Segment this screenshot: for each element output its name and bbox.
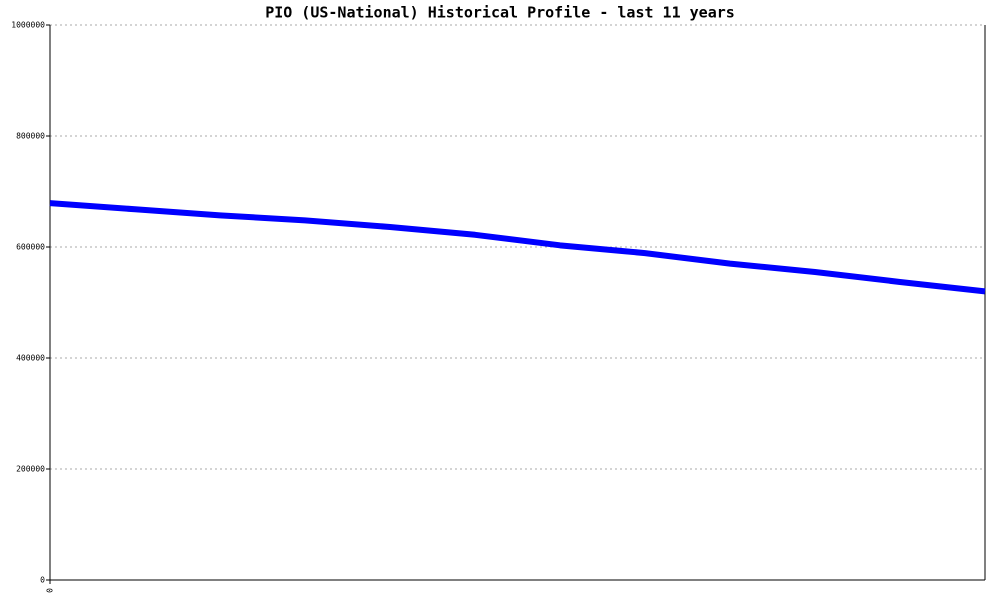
y-tick-label: 600000 xyxy=(16,243,45,252)
data-line xyxy=(49,200,986,295)
chart-title: PIO (US-National) Historical Profile - l… xyxy=(265,4,735,22)
y-tick-label: 400000 xyxy=(16,354,45,363)
y-tick-label: 800000 xyxy=(16,132,45,141)
y-tick-label: 200000 xyxy=(16,465,45,474)
y-tick-label: 1000000 xyxy=(11,21,45,30)
x-tick-label: 0 xyxy=(46,588,55,593)
y-tick-label: 0 xyxy=(40,576,45,585)
